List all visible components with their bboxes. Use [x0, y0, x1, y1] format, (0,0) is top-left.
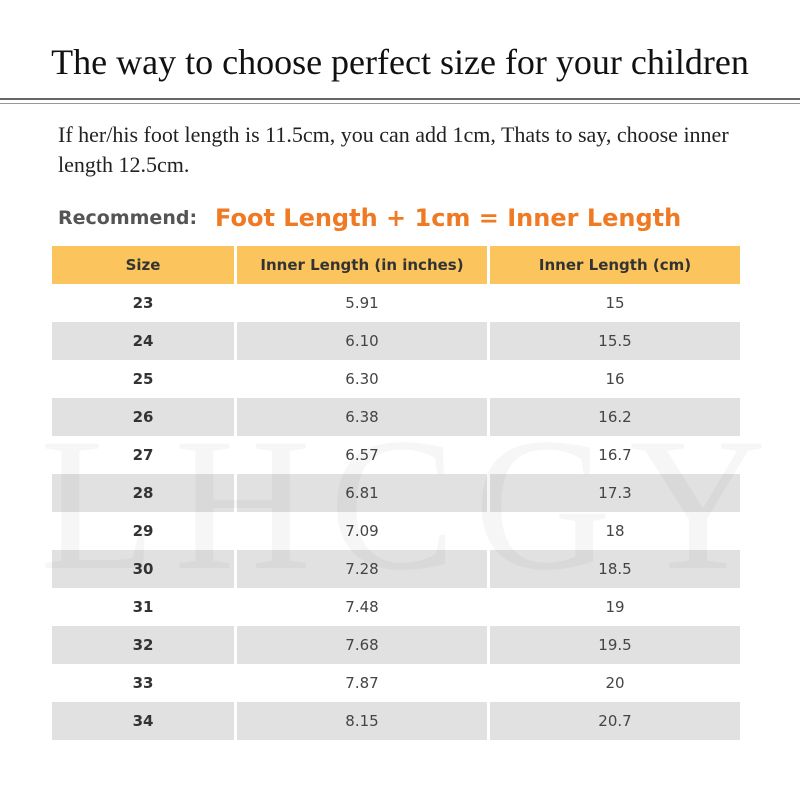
inch-cell: 7.28 [234, 550, 487, 588]
table-row: 27 6.57 16.7 [52, 436, 740, 474]
header-inner-length-inches: Inner Length (in inches) [234, 246, 487, 284]
table-row: 26 6.38 16.2 [52, 398, 740, 436]
size-cell: 27 [52, 436, 234, 474]
page-title: The way to choose perfect size for your … [51, 42, 749, 82]
inch-cell: 8.15 [234, 702, 487, 740]
cm-cell: 18.5 [487, 550, 740, 588]
table-header-row: Size Inner Length (in inches) Inner Leng… [52, 246, 740, 284]
table-row: 33 7.87 20 [52, 664, 740, 702]
inch-cell: 7.48 [234, 588, 487, 626]
table-body: 23 5.91 15 24 6.10 15.5 25 6.30 16 26 6.38 16.2 27 6.… [52, 284, 740, 740]
table-row: 34 8.15 20.7 [52, 702, 740, 740]
size-cell: 30 [52, 550, 234, 588]
size-cell: 34 [52, 702, 234, 740]
inch-cell: 6.81 [234, 474, 487, 512]
cm-cell: 16 [487, 360, 740, 398]
inch-cell: 7.09 [234, 512, 487, 550]
table-row: 25 6.30 16 [52, 360, 740, 398]
inch-cell: 7.68 [234, 626, 487, 664]
table-row: 31 7.48 19 [52, 588, 740, 626]
cm-cell: 17.3 [487, 474, 740, 512]
table-row: 30 7.28 18.5 [52, 550, 740, 588]
intro-text: If her/his foot length is 11.5cm, you ca… [58, 122, 729, 177]
size-table: Size Inner Length (in inches) Inner Leng… [52, 246, 740, 740]
header-inner-length-cm: Inner Length (cm) [487, 246, 740, 284]
table-row: 28 6.81 17.3 [52, 474, 740, 512]
cm-cell: 16.7 [487, 436, 740, 474]
cm-cell: 16.2 [487, 398, 740, 436]
inch-cell: 6.10 [234, 322, 487, 360]
inch-cell: 5.91 [234, 284, 487, 322]
cm-cell: 15.5 [487, 322, 740, 360]
size-cell: 33 [52, 664, 234, 702]
inch-cell: 6.38 [234, 398, 487, 436]
inch-cell: 6.30 [234, 360, 487, 398]
recommend-formula: Foot Length + 1cm = Inner Length [215, 204, 682, 232]
size-cell: 25 [52, 360, 234, 398]
cm-cell: 18 [487, 512, 740, 550]
table-row: 29 7.09 18 [52, 512, 740, 550]
inch-cell: 6.57 [234, 436, 487, 474]
table-row: 24 6.10 15.5 [52, 322, 740, 360]
cm-cell: 15 [487, 284, 740, 322]
size-cell: 28 [52, 474, 234, 512]
inch-cell: 7.87 [234, 664, 487, 702]
size-cell: 24 [52, 322, 234, 360]
title-divider-top [0, 98, 800, 100]
title-divider-bottom [0, 103, 800, 104]
recommend-label: Recommend: [58, 207, 198, 229]
recommend-line: Recommend: Foot Length + 1cm = Inner Len… [58, 204, 681, 240]
size-cell: 31 [52, 588, 234, 626]
table-row: 23 5.91 15 [52, 284, 740, 322]
cm-cell: 20.7 [487, 702, 740, 740]
header-size: Size [52, 246, 234, 284]
cm-cell: 19 [487, 588, 740, 626]
table-row: 32 7.68 19.5 [52, 626, 740, 664]
size-cell: 26 [52, 398, 234, 436]
cm-cell: 19.5 [487, 626, 740, 664]
size-cell: 23 [52, 284, 234, 322]
cm-cell: 20 [487, 664, 740, 702]
size-cell: 32 [52, 626, 234, 664]
size-cell: 29 [52, 512, 234, 550]
